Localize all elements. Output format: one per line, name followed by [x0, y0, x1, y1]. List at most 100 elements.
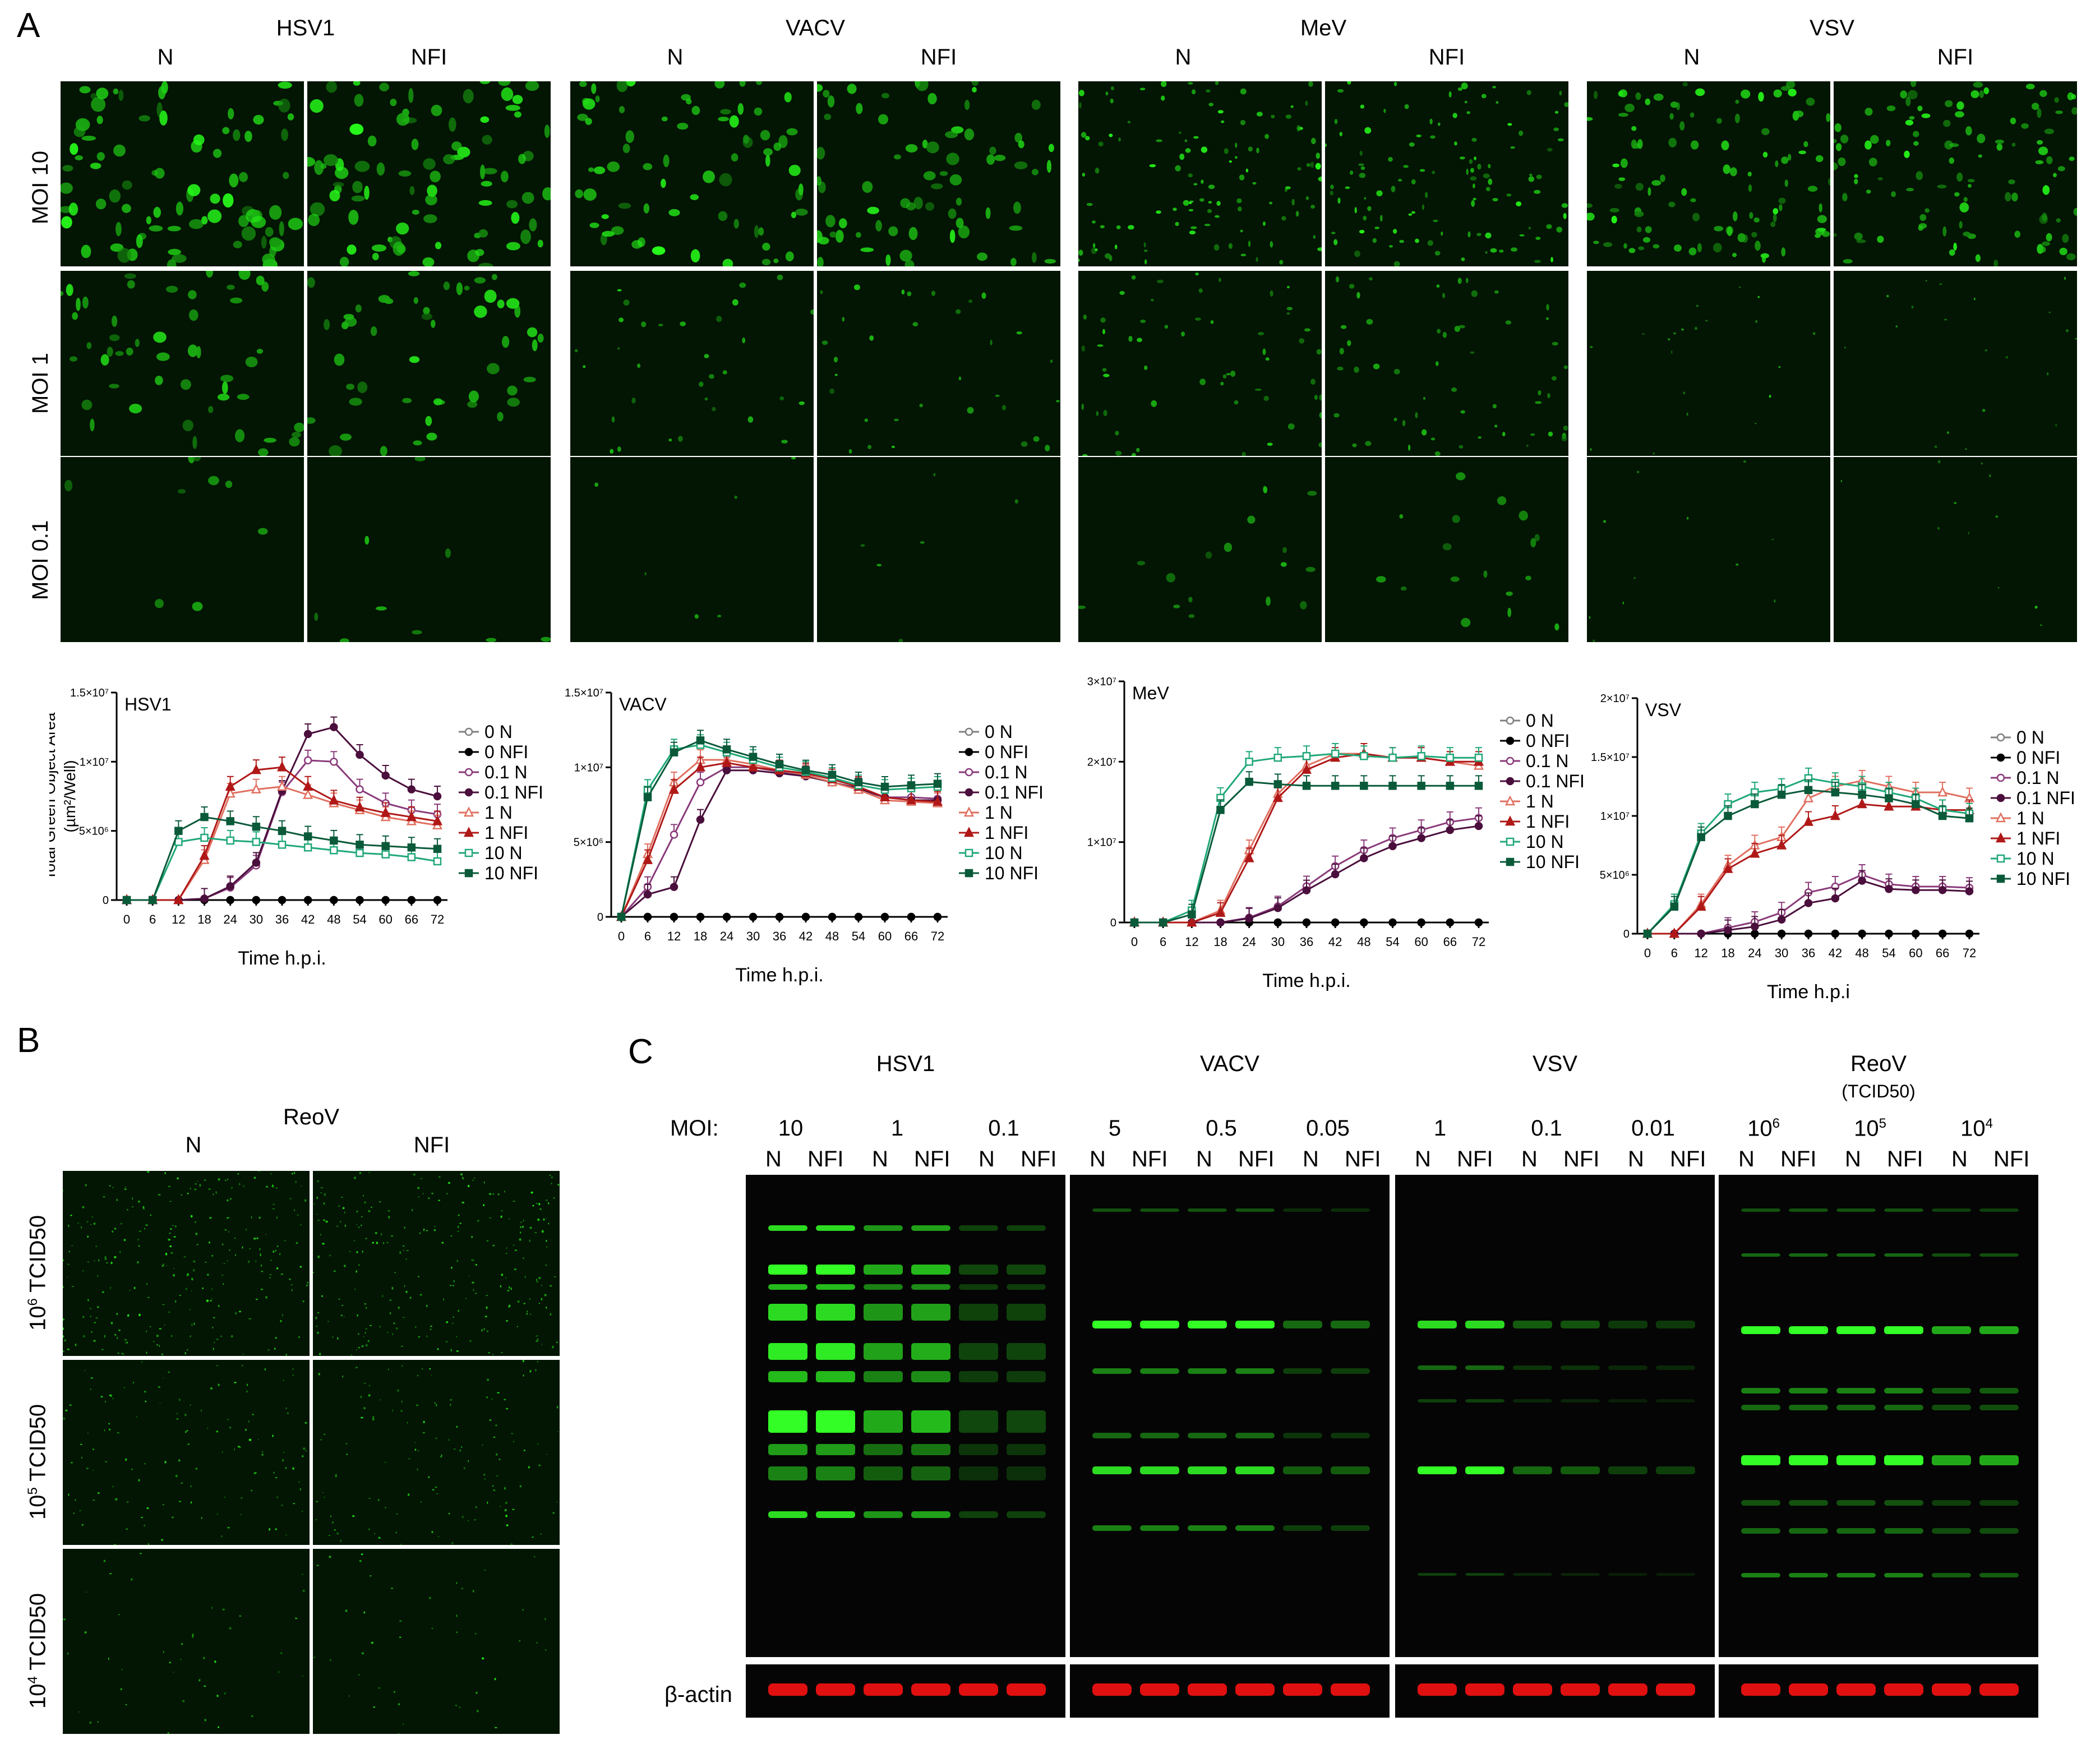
protein-band — [864, 1304, 903, 1321]
legend-marker — [963, 827, 975, 837]
legend-marker — [464, 848, 473, 857]
data-point — [1831, 929, 1840, 938]
y-tick-label: 0 — [103, 894, 109, 907]
x-tick-label: 60 — [379, 912, 392, 926]
lane-label-nfi: NFI — [1670, 1147, 1706, 1171]
y-tick-label: 1×10⁷ — [1600, 810, 1630, 823]
data-point — [330, 896, 338, 905]
series-line — [1647, 779, 1970, 935]
blot-membrane-vsv — [1395, 1175, 1715, 1657]
data-point — [933, 779, 942, 788]
data-point — [1388, 842, 1397, 851]
protein-band — [1140, 1433, 1179, 1438]
protein-band — [1283, 1368, 1322, 1374]
protein-band — [1007, 1284, 1046, 1290]
data-point — [1273, 918, 1282, 927]
lane-label-n: N — [1303, 1147, 1319, 1171]
protein-band — [1283, 1525, 1322, 1531]
protein-band — [1331, 1525, 1370, 1531]
protein-band — [768, 1343, 807, 1360]
data-point — [880, 912, 889, 921]
protein-band — [1513, 1365, 1552, 1370]
data-point — [854, 778, 863, 787]
series-line — [1134, 825, 1479, 924]
data-point — [226, 836, 234, 845]
lane-label-n: N — [1415, 1147, 1431, 1171]
reov-micrograph-tile — [63, 1549, 310, 1734]
data-point — [1360, 782, 1368, 790]
x-tick-label: 12 — [1694, 946, 1707, 960]
legend-label: 1 N — [2016, 808, 2044, 828]
protein-band — [1418, 1573, 1457, 1576]
protein-band — [816, 1284, 855, 1290]
data-point — [1884, 800, 1894, 811]
legend-marker — [1506, 777, 1515, 786]
data-point — [356, 848, 364, 857]
data-point — [932, 795, 943, 806]
x-tick-label: 18 — [694, 929, 707, 943]
legend-label: 0 N — [2016, 727, 2044, 748]
protein-band — [1331, 1368, 1370, 1374]
protein-band — [816, 1511, 855, 1518]
data-point — [1885, 929, 1893, 938]
protein-band — [864, 1371, 903, 1382]
x-tick-label: 0 — [1131, 935, 1138, 949]
data-point — [1273, 780, 1282, 788]
x-tick-label: 18 — [1721, 946, 1734, 960]
condition-label-nfi: NFI — [920, 45, 957, 70]
data-point — [1302, 886, 1311, 894]
growth-chart-mev: 0 1×10⁷ 2×10⁷ 3×10⁷ 0 6 12 18 24 30 36 42 48 54 60 66 72… — [1087, 676, 1585, 991]
x-tick-label: 30 — [250, 912, 263, 926]
data-point — [1965, 929, 1974, 938]
data-point — [303, 756, 312, 765]
actin-band — [1836, 1683, 1876, 1696]
legend-marker — [1504, 815, 1516, 826]
data-point — [226, 817, 234, 825]
data-point — [381, 850, 390, 859]
protein-band — [1007, 1265, 1046, 1275]
protein-band — [768, 1265, 807, 1275]
lane-label-n: N — [765, 1147, 782, 1171]
data-point — [1751, 929, 1759, 938]
protein-band — [1188, 1208, 1227, 1212]
protein-band — [1092, 1433, 1132, 1438]
protein-band — [768, 1466, 807, 1480]
data-point — [356, 841, 364, 849]
blot-membrane-hsv1 — [746, 1175, 1065, 1657]
data-point — [122, 896, 131, 905]
actin-band — [911, 1683, 950, 1696]
blot-moi-value: 0.1 — [988, 1116, 1019, 1141]
protein-band — [1884, 1326, 1923, 1334]
protein-band — [1932, 1573, 1971, 1577]
data-point — [354, 801, 365, 811]
legend-marker — [464, 727, 473, 736]
x-tick-label: 12 — [1185, 935, 1198, 949]
data-point — [174, 827, 183, 835]
protein-band — [1235, 1525, 1275, 1531]
actin-band — [1608, 1683, 1647, 1696]
micrograph-tile — [1834, 457, 2077, 642]
protein-band — [1007, 1343, 1046, 1360]
data-point — [303, 896, 312, 905]
x-tick-label: 66 — [1936, 946, 1949, 960]
protein-band — [959, 1343, 998, 1360]
x-tick-label: 30 — [746, 929, 760, 943]
x-tick-label: 36 — [1802, 946, 1815, 960]
data-point — [356, 750, 364, 759]
legend-marker — [464, 768, 473, 777]
x-tick-label: 66 — [904, 929, 918, 943]
blot-membrane-vacv — [1070, 1175, 1390, 1657]
data-point — [1696, 900, 1706, 911]
lane-label-n: N — [1738, 1147, 1755, 1171]
x-tick-label: 24 — [1748, 946, 1761, 960]
protein-band — [1979, 1500, 2019, 1506]
blot-membrane-reov — [1719, 1175, 2038, 1657]
data-point — [303, 788, 313, 799]
y-tick-label: 3×10⁷ — [1087, 676, 1116, 688]
data-point — [749, 912, 758, 921]
protein-band — [1007, 1511, 1046, 1518]
protein-band — [1140, 1321, 1179, 1328]
data-point — [695, 761, 706, 772]
data-point — [879, 791, 890, 801]
y-tick-label: 2×10⁷ — [1600, 693, 1630, 705]
